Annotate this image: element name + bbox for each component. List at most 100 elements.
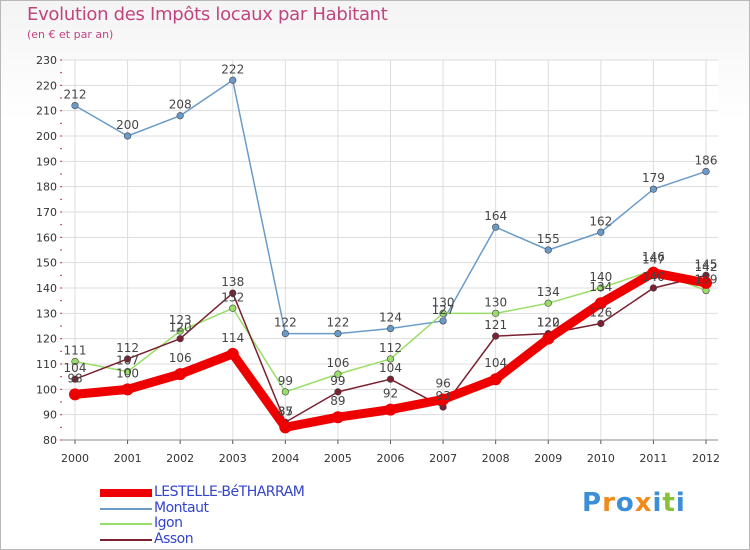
data-point-0-2011 (647, 266, 660, 279)
data-label-2-2000: 111 (64, 343, 87, 357)
data-label-2-2010: 140 (589, 270, 612, 284)
data-label-2-2002: 123 (169, 313, 192, 327)
data-point-3-2003 (229, 289, 237, 297)
chart-subtitle: (en € et par an) (27, 28, 114, 41)
y-tick-label-170: 170 (36, 206, 57, 219)
data-point-0-2007 (437, 393, 450, 406)
x-tick-label-2011: 2011 (639, 452, 667, 465)
y-tick-label-120: 120 (36, 333, 57, 346)
data-point-3-2000 (71, 375, 79, 383)
x-tick-label-2001: 2001 (114, 452, 142, 465)
legend-label-asson: Asson (154, 530, 194, 547)
x-tick-label-2003: 2003 (219, 452, 247, 465)
legend-label-igon: Igon (154, 515, 183, 531)
data-label-0-2009: 120 (537, 316, 560, 330)
data-label-2-2011: 147 (642, 252, 665, 266)
y-tick-label-210: 210 (36, 105, 57, 118)
data-point-0-2008 (489, 373, 502, 386)
data-label-0-2002: 106 (169, 351, 192, 365)
data-point-3-2006 (386, 375, 395, 383)
logo-letter-o: o (615, 488, 635, 518)
data-point-2-2005 (334, 370, 342, 378)
data-point-2-2003 (229, 304, 237, 312)
data-label-2-2012: 139 (695, 273, 718, 287)
data-label-3-2012: 145 (695, 257, 718, 271)
data-label-1-2008: 164 (484, 209, 507, 223)
data-point-0-2012 (700, 276, 712, 289)
y-tick-label-160: 160 (36, 231, 57, 244)
data-point-3-2001 (123, 355, 132, 363)
x-tick-label-2002: 2002 (166, 452, 194, 465)
data-point-0-2009 (542, 332, 555, 345)
data-label-3-2003: 138 (221, 275, 244, 289)
data-point-2-2009 (544, 299, 552, 307)
data-point-2-2001 (123, 368, 132, 376)
data-label-3-2007: 93 (435, 389, 450, 403)
data-point-1-2000 (71, 101, 79, 110)
data-point-1-2007 (439, 317, 447, 325)
data-label-3-2000: 104 (64, 361, 87, 375)
data-label-0-2012: 142 (695, 260, 718, 274)
data-label-0-2000: 98 (67, 371, 82, 385)
y-tick-label-190: 190 (36, 155, 57, 168)
x-tick-label-2009: 2009 (534, 452, 562, 465)
data-label-0-2001: 100 (116, 366, 139, 380)
data-point-2-2004 (281, 388, 289, 396)
data-label-1-2012: 186 (695, 153, 718, 167)
data-point-1-2006 (386, 324, 395, 333)
data-label-1-2004: 122 (274, 316, 297, 330)
data-label-0-2008: 104 (484, 356, 507, 370)
data-label-0-2003: 114 (221, 331, 244, 345)
data-point-1-2003 (229, 76, 237, 84)
data-label-2-2003: 132 (221, 290, 244, 304)
data-label-0-2006: 92 (383, 387, 398, 401)
data-point-3-2005 (334, 388, 342, 396)
data-label-1-2010: 162 (589, 214, 612, 228)
data-label-0-2004: 85 (278, 404, 293, 418)
y-tick-label-130: 130 (36, 307, 57, 320)
data-point-3-2010 (597, 319, 605, 328)
y-tick-label-230: 230 (36, 54, 57, 67)
data-label-2-2008: 130 (484, 295, 507, 309)
data-point-0-2001 (121, 383, 134, 396)
data-point-0-2006 (384, 403, 397, 416)
data-point-1-2002 (176, 112, 184, 120)
x-tick-label-2005: 2005 (324, 452, 352, 465)
logo-letter-p: P (582, 488, 603, 518)
data-point-1-2011 (649, 185, 658, 193)
data-label-0-2010: 134 (589, 280, 612, 294)
x-tick-label-2012: 2012 (692, 452, 720, 465)
y-tick-label-220: 220 (36, 79, 57, 92)
x-tick-label-2007: 2007 (429, 452, 457, 465)
data-label-3-2001: 112 (116, 341, 139, 355)
data-label-3-2005: 99 (330, 374, 345, 388)
data-point-3-2002 (176, 335, 184, 343)
data-label-1-2009: 155 (537, 232, 560, 246)
data-label-1-2006: 124 (379, 311, 402, 325)
legend-label-montaut: Montaut (154, 499, 209, 516)
data-label-1-2011: 179 (642, 171, 665, 185)
data-point-0-2003 (226, 347, 239, 360)
logo-letter-i1: i (652, 488, 663, 518)
data-point-2-2002 (176, 327, 184, 335)
data-label-1-2007: 127 (432, 303, 455, 317)
data-label-3-2011: 140 (642, 270, 665, 284)
data-point-2-2006 (386, 355, 395, 363)
y-tick-label-80: 80 (43, 434, 57, 447)
data-label-3-2002: 120 (169, 321, 192, 335)
data-label-0-2011: 146 (642, 250, 665, 264)
data-point-2-2010 (597, 284, 605, 292)
y-tick-label-90: 90 (43, 409, 57, 422)
data-label-2-2006: 112 (379, 341, 402, 355)
logo-letter-t: t (662, 488, 676, 518)
data-point-0-2010 (594, 297, 607, 310)
data-label-3-2008: 121 (484, 318, 507, 332)
data-point-2-2007 (439, 309, 447, 317)
x-tick-label-2000: 2000 (61, 452, 89, 465)
legend-swatch-montaut (100, 507, 152, 510)
x-tick-label-2004: 2004 (271, 452, 299, 465)
data-label-2-2009: 134 (537, 285, 560, 299)
data-point-0-2004 (279, 421, 292, 434)
data-point-1-2008 (492, 223, 500, 231)
